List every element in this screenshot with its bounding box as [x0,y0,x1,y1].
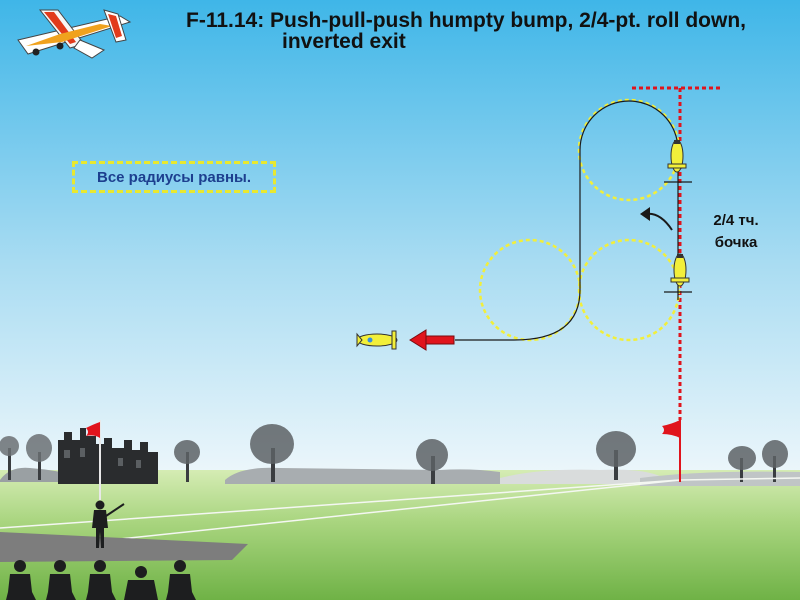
spectators [6,560,196,600]
reference-lines [632,86,720,482]
figure-title: F-11.14: Push-pull-push humpty bump, 2/4… [186,9,747,32]
tree-2 [26,434,52,480]
flight-path [455,100,679,341]
spectator-4 [124,566,158,600]
equal-radii-note: Все радиусы равны. [72,161,276,193]
airplane-logo-icon [17,9,132,59]
tree-3 [174,440,200,482]
roll-label-line1: 2/4 тч. [713,212,759,229]
equal-radii-note-text: Все радиусы равны. [97,168,251,186]
spectator-3 [86,560,116,600]
tree-6 [596,431,636,480]
spectator-2 [46,560,76,600]
roll-arrow-icon [640,207,673,231]
runway [0,532,248,562]
tree-7 [728,446,756,482]
sky [0,0,800,480]
figure-title-continued: inverted exit [282,30,406,53]
spectator-5 [166,560,196,600]
castle-ruins [58,428,158,484]
roll-label-line2: бочка [714,234,758,251]
tree-left [0,436,19,480]
tree-5 [416,439,448,484]
flag-right [662,420,680,438]
plane-exit-icon [356,330,398,350]
roll-markers [664,181,692,293]
plane-vertical-bottom-icon [670,253,690,287]
tree-4 [250,424,294,482]
flag-left [86,420,101,500]
ground [0,470,800,600]
plane-vertical-top-icon [667,139,687,173]
spectator-1 [6,560,36,600]
trees [0,424,788,484]
tree-8 [762,440,788,482]
direction-arrow-icon [409,329,455,351]
ground-lines [0,477,800,541]
pilot [92,500,125,548]
